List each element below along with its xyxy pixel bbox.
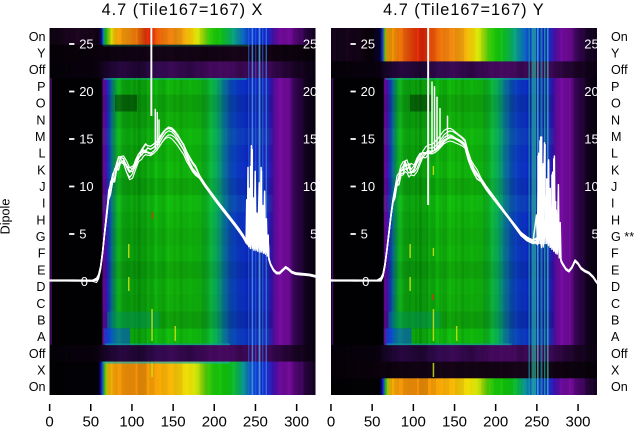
svg-text:5: 5 — [591, 227, 598, 242]
svg-text:50: 50 — [364, 414, 381, 431]
svg-text:X: X — [37, 364, 46, 378]
svg-text:15: 15 — [584, 132, 598, 147]
svg-text:15: 15 — [303, 132, 317, 147]
svg-text:H: H — [611, 213, 620, 227]
svg-text:5: 5 — [361, 227, 368, 242]
svg-text:G **: G ** — [611, 230, 634, 244]
svg-text:20: 20 — [79, 84, 93, 99]
svg-text:Off: Off — [611, 347, 628, 361]
svg-text:150: 150 — [442, 414, 467, 431]
svg-text:L: L — [38, 147, 45, 161]
svg-text:Dipole: Dipole — [0, 199, 13, 235]
svg-text:0: 0 — [45, 414, 53, 431]
svg-text:10: 10 — [584, 179, 598, 194]
svg-text:15: 15 — [361, 132, 375, 147]
svg-text:25: 25 — [361, 37, 375, 52]
svg-text:20: 20 — [584, 84, 598, 99]
svg-text:5: 5 — [79, 227, 86, 242]
svg-text:25: 25 — [79, 37, 93, 52]
svg-text:On: On — [611, 30, 628, 44]
svg-text:J: J — [611, 180, 617, 194]
svg-text:E: E — [611, 263, 619, 277]
svg-text:15: 15 — [79, 132, 93, 147]
svg-text:I: I — [611, 197, 615, 211]
svg-text:N: N — [36, 113, 45, 127]
svg-text:P: P — [37, 80, 45, 94]
svg-text:F: F — [611, 247, 619, 261]
svg-text:X: X — [611, 364, 620, 378]
svg-text:P: P — [611, 80, 619, 94]
svg-text:A: A — [611, 330, 620, 344]
svg-text:10: 10 — [361, 179, 375, 194]
svg-text:250: 250 — [524, 414, 549, 431]
svg-text:4.7 (Tile167=167) X: 4.7 (Tile167=167) X — [102, 1, 264, 19]
svg-text:300: 300 — [284, 414, 309, 431]
svg-text:E: E — [37, 263, 45, 277]
svg-text:10: 10 — [79, 179, 93, 194]
svg-text:25: 25 — [584, 37, 598, 52]
svg-text:0: 0 — [81, 274, 88, 289]
svg-text:M: M — [35, 130, 46, 144]
svg-text:4.7 (Tile167=167) Y: 4.7 (Tile167=167) Y — [383, 1, 545, 19]
svg-text:100: 100 — [119, 414, 144, 431]
svg-text:20: 20 — [303, 84, 317, 99]
svg-text:D: D — [611, 280, 620, 294]
svg-text:Y: Y — [37, 47, 46, 61]
svg-text:On: On — [29, 30, 46, 44]
svg-text:150: 150 — [161, 414, 186, 431]
svg-text:M: M — [611, 130, 622, 144]
svg-text:O: O — [611, 97, 621, 111]
svg-text:K: K — [611, 163, 620, 177]
svg-text:10: 10 — [303, 179, 317, 194]
svg-text:G: G — [36, 230, 46, 244]
svg-text:L: L — [611, 147, 618, 161]
svg-text:Y: Y — [611, 47, 620, 61]
svg-text:25: 25 — [303, 37, 317, 52]
svg-text:D: D — [36, 280, 45, 294]
svg-text:I: I — [42, 197, 46, 211]
svg-text:0: 0 — [362, 274, 369, 289]
svg-text:Off: Off — [29, 63, 46, 77]
svg-text:50: 50 — [82, 414, 99, 431]
svg-text:F: F — [38, 247, 46, 261]
svg-text:Off: Off — [611, 63, 628, 77]
svg-text:200: 200 — [202, 414, 227, 431]
svg-text:A: A — [37, 330, 46, 344]
svg-text:300: 300 — [565, 414, 590, 431]
svg-text:0: 0 — [327, 414, 335, 431]
svg-text:J: J — [39, 180, 45, 194]
svg-text:Off: Off — [29, 347, 46, 361]
svg-text:B: B — [611, 313, 619, 327]
svg-text:On: On — [611, 380, 628, 394]
svg-text:C: C — [36, 297, 45, 311]
svg-text:20: 20 — [361, 84, 375, 99]
svg-text:250: 250 — [243, 414, 268, 431]
svg-text:O: O — [36, 97, 46, 111]
svg-text:100: 100 — [401, 414, 426, 431]
svg-text:On: On — [29, 380, 46, 394]
svg-text:H: H — [36, 213, 45, 227]
svg-text:5: 5 — [310, 227, 317, 242]
svg-text:B: B — [37, 313, 45, 327]
svg-text:N: N — [611, 113, 620, 127]
svg-text:K: K — [37, 163, 46, 177]
svg-text:200: 200 — [483, 414, 508, 431]
svg-text:C: C — [611, 297, 620, 311]
